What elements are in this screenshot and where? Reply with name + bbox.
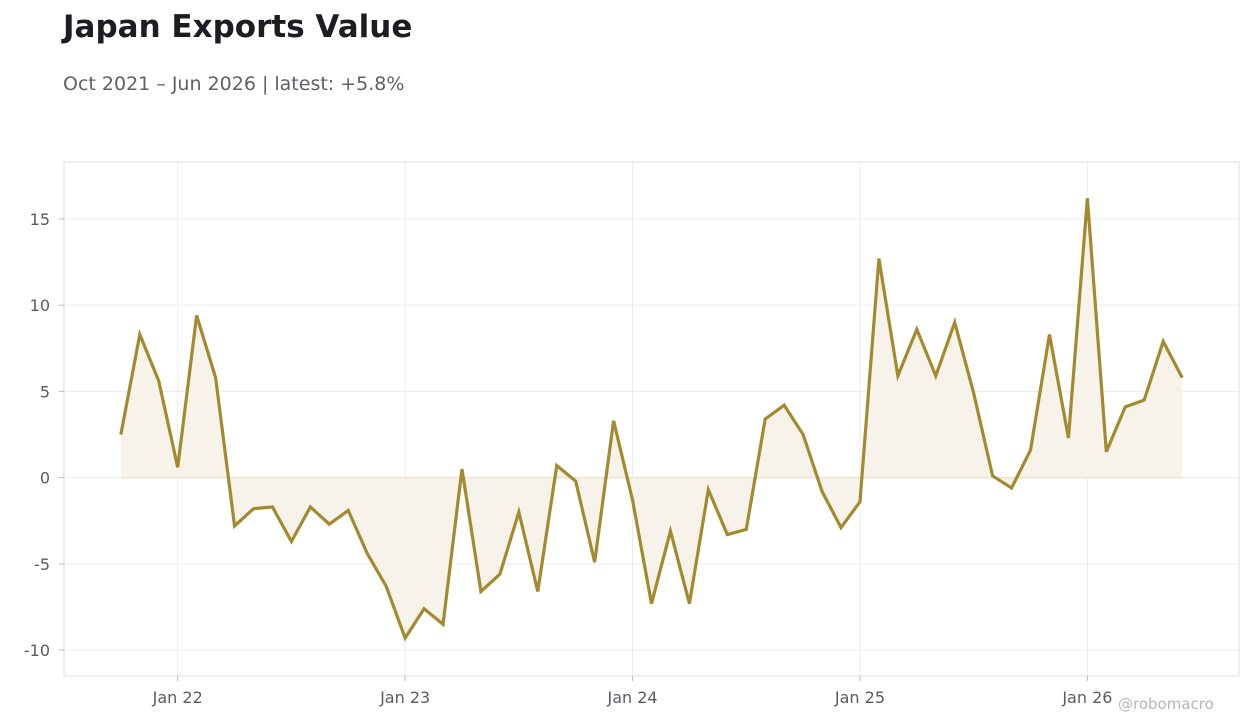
data-point: [706, 488, 710, 492]
data-point: [157, 379, 161, 383]
data-point: [346, 508, 350, 512]
x-tick-label: Jan 26: [1061, 688, 1112, 707]
data-point: [195, 314, 199, 318]
data-point: [422, 607, 426, 611]
series-line: [119, 198, 1184, 642]
y-tick-label: -10: [24, 641, 50, 660]
chart-subtitle: Oct 2021 – Jun 2026 | latest: +5.8%: [63, 73, 405, 95]
data-point: [252, 507, 256, 511]
data-point: [896, 374, 900, 378]
data-point: [991, 474, 995, 478]
data-point: [308, 505, 312, 509]
data-point: [1104, 450, 1108, 454]
data-point: [953, 320, 957, 324]
data-point: [858, 500, 862, 504]
data-point: [612, 419, 616, 423]
data-point: [403, 636, 407, 640]
x-tick-label: Jan 24: [606, 688, 657, 707]
data-point: [763, 417, 767, 421]
data-point: [593, 560, 597, 564]
data-point: [555, 464, 559, 468]
data-point: [138, 332, 142, 336]
y-axis-ticks: 15 10 5 0 -5 -10: [24, 210, 64, 660]
y-tick-label: 0: [40, 469, 50, 488]
watermark: @robomacro: [1118, 695, 1214, 713]
data-point: [498, 572, 502, 576]
data-point: [1029, 448, 1033, 452]
data-point: [877, 257, 881, 261]
x-tick-label: Jan 22: [152, 688, 203, 707]
data-point: [650, 602, 654, 606]
y-tick-label: 10: [30, 296, 50, 315]
data-point: [668, 529, 672, 533]
data-point: [574, 479, 578, 483]
plot-frame: [63, 161, 1240, 677]
data-point: [1180, 376, 1184, 380]
data-point: [479, 589, 483, 593]
data-point: [441, 622, 445, 626]
data-point: [725, 533, 729, 537]
y-tick-label: 5: [40, 382, 50, 401]
data-point: [119, 433, 123, 437]
data-point: [801, 433, 805, 437]
data-point: [782, 403, 786, 407]
data-point: [270, 505, 274, 509]
data-point: [460, 467, 464, 471]
data-point: [631, 498, 635, 502]
data-point: [1047, 332, 1051, 336]
data-point: [687, 602, 691, 606]
data-point: [536, 589, 540, 593]
data-point: [972, 391, 976, 395]
data-point: [176, 465, 180, 469]
area-fill: [120, 198, 1183, 639]
data-point: [233, 524, 237, 528]
data-point: [1085, 196, 1089, 200]
data-point: [1161, 339, 1165, 343]
y-tick-label: 15: [30, 210, 50, 229]
data-point: [327, 522, 331, 526]
data-point: [365, 552, 369, 556]
data-point: [915, 327, 919, 331]
x-axis-ticks: Jan 22 Jan 23 Jan 24 Jan 25 Jan 26: [152, 676, 1112, 707]
y-tick-label: -5: [34, 555, 50, 574]
chart-title: Japan Exports Value: [63, 9, 413, 45]
x-tick-label: Jan 23: [379, 688, 430, 707]
data-point: [214, 376, 218, 380]
data-point: [839, 526, 843, 530]
data-point: [289, 539, 293, 543]
data-point: [744, 527, 748, 531]
data-point: [934, 374, 938, 378]
data-point: [820, 489, 824, 493]
data-point: [517, 510, 521, 514]
data-point: [1066, 436, 1070, 440]
data-point: [384, 584, 388, 588]
data-point: [1010, 486, 1014, 490]
data-point: [1142, 398, 1146, 402]
x-tick-label: Jan 25: [834, 688, 885, 707]
data-point: [1123, 405, 1127, 409]
